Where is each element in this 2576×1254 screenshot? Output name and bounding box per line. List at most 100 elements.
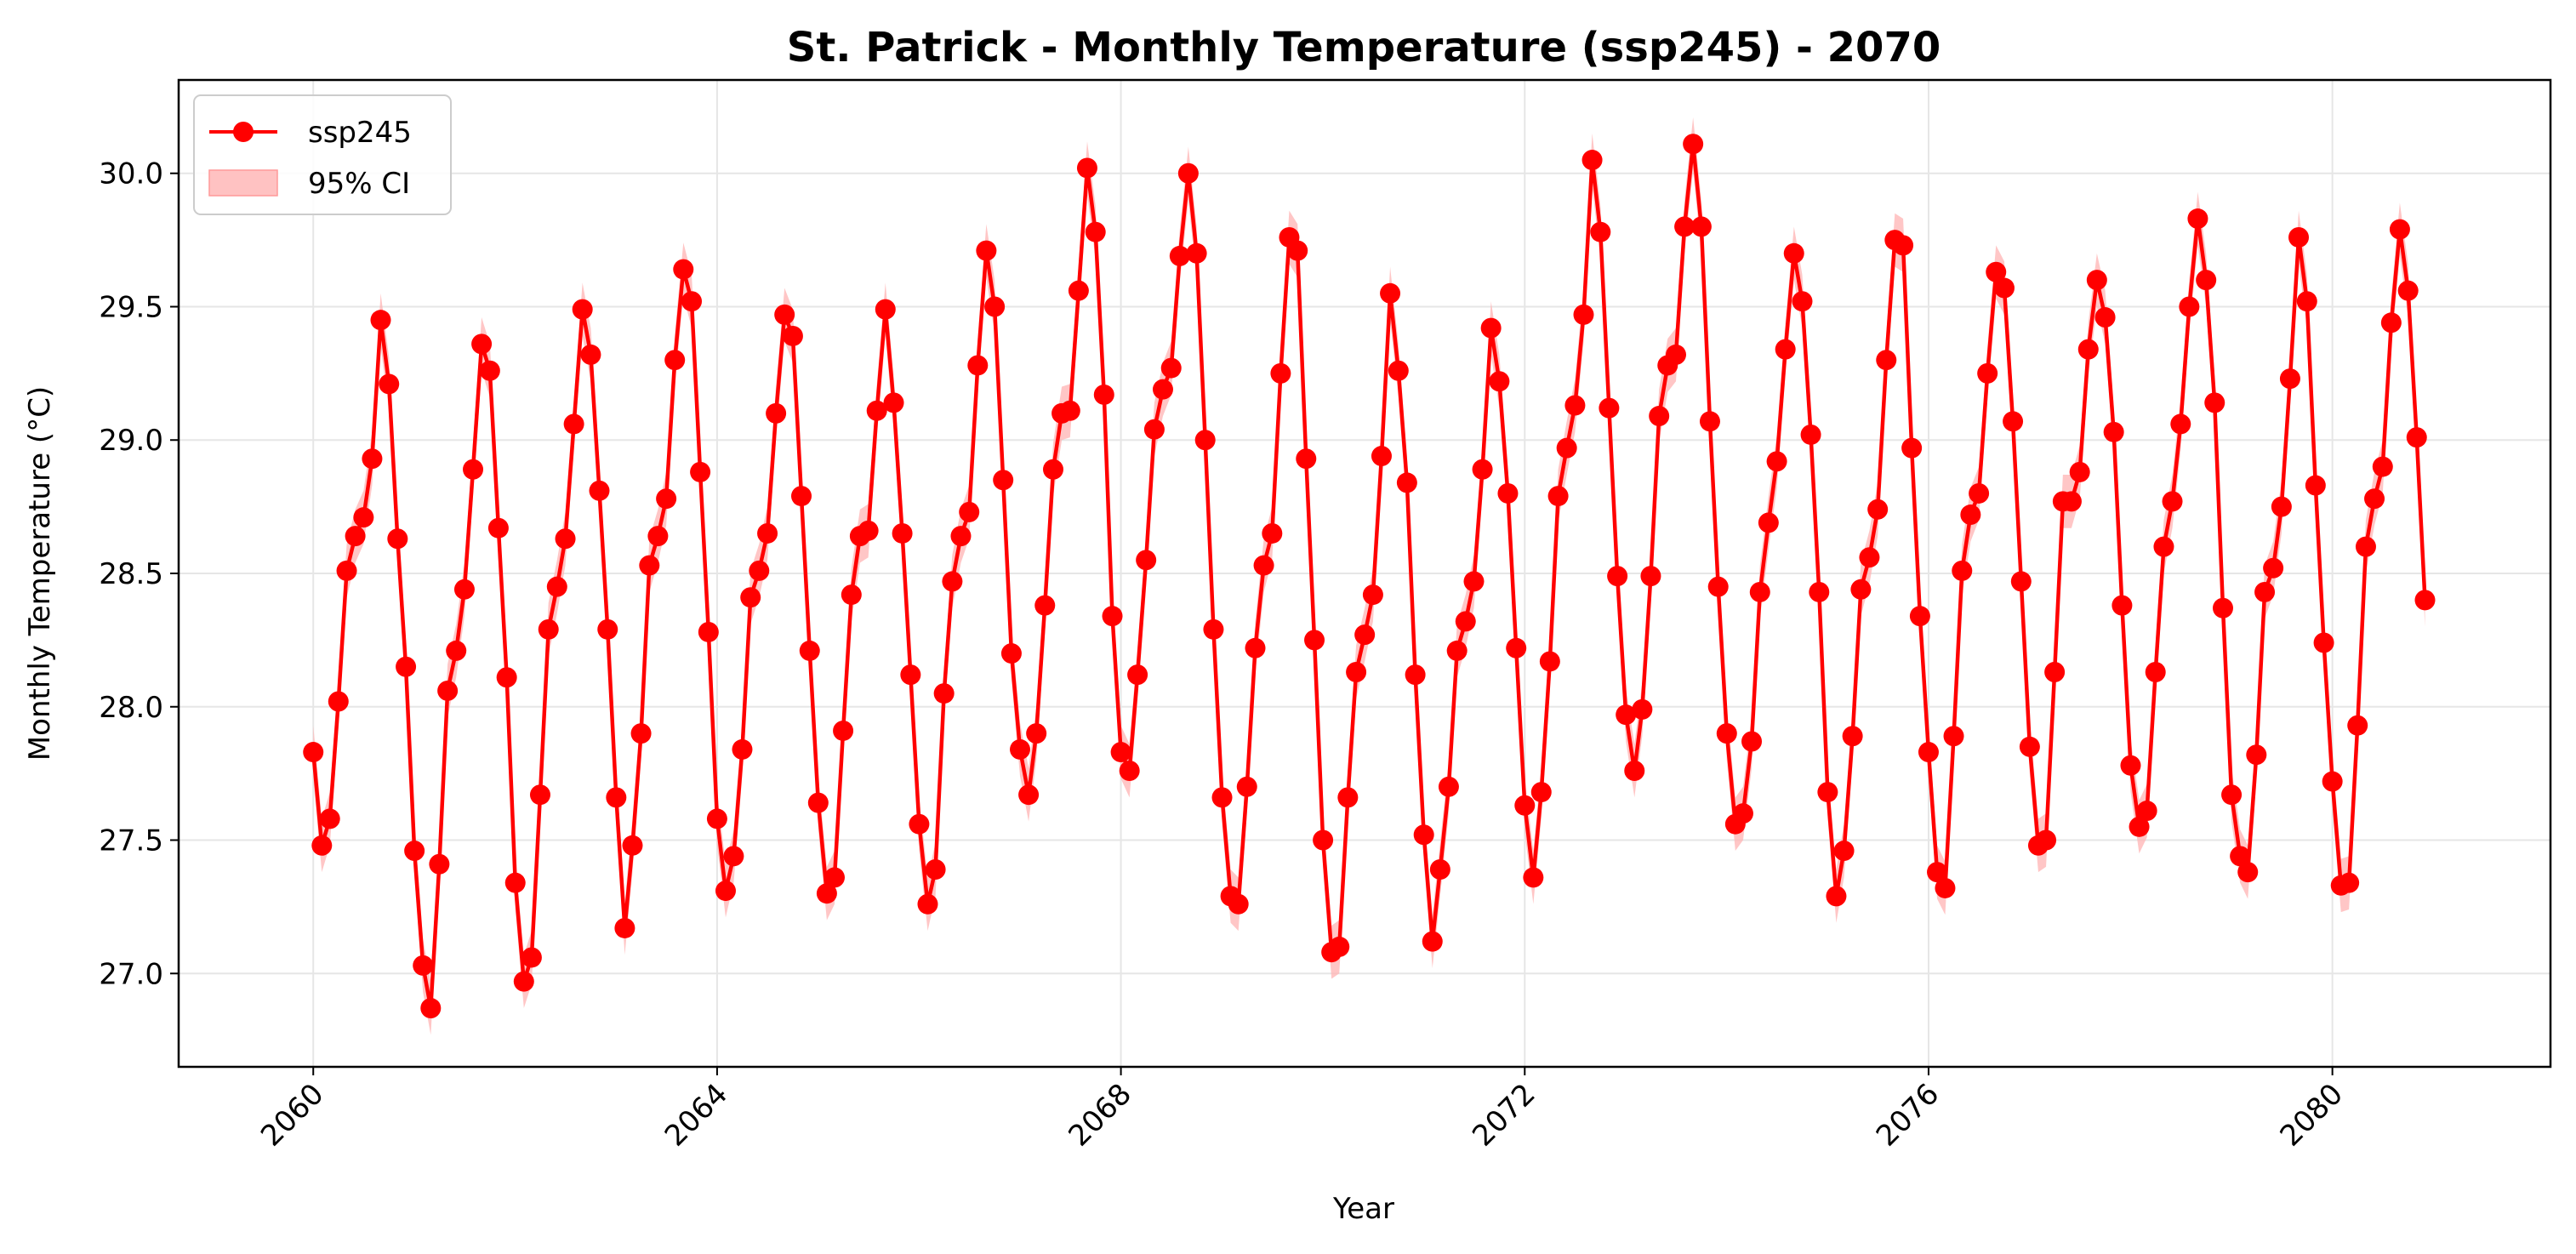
data-point [740, 587, 761, 608]
data-point [1699, 411, 1720, 432]
data-point [791, 486, 812, 507]
data-point [925, 859, 946, 880]
data-point [2380, 312, 2402, 333]
legend: ssp245 95% CI [193, 94, 452, 215]
data-point [563, 413, 584, 435]
data-point [555, 528, 576, 550]
data-point [1530, 782, 1552, 803]
data-point [2254, 581, 2276, 602]
data-point [2204, 392, 2226, 413]
data-point [1110, 742, 1131, 763]
data-point [413, 955, 434, 976]
y-tick-label: 30.0 [99, 157, 163, 191]
data-point [1287, 240, 1308, 261]
data-point [1792, 291, 1813, 312]
data-point [1169, 245, 1190, 266]
data-point [1707, 576, 1729, 597]
data-point [2069, 461, 2090, 482]
data-point [1876, 350, 1897, 371]
data-point [639, 555, 660, 576]
data-point [1506, 637, 1527, 658]
data-point [749, 560, 770, 581]
y-tick-label: 29.0 [99, 424, 163, 458]
data-point [2322, 771, 2343, 792]
data-point [1599, 397, 1620, 419]
data-point [2129, 816, 2150, 837]
data-point [2145, 662, 2166, 682]
data-point [420, 998, 442, 1019]
data-point [1993, 277, 2015, 299]
data-point [538, 618, 559, 640]
data-point [1564, 395, 1586, 416]
data-point [513, 971, 534, 992]
data-point [379, 373, 400, 395]
data-point [664, 350, 686, 371]
data-point [866, 400, 887, 421]
data-point [1042, 459, 1063, 480]
data-point [993, 470, 1014, 491]
data-point [1909, 606, 1930, 627]
data-point [1573, 304, 1594, 325]
data-point [1590, 221, 1611, 242]
data-point [1059, 400, 1080, 421]
data-point [2212, 597, 2233, 618]
data-point [1313, 829, 1334, 851]
data-point [1413, 824, 1434, 846]
data-point [1842, 726, 1863, 747]
data-point [1539, 651, 1560, 672]
data-point [1809, 581, 1830, 602]
data-point [967, 355, 989, 376]
data-point [597, 618, 618, 640]
data-point [2036, 829, 2057, 851]
data-point [589, 480, 610, 501]
data-point [1783, 242, 1804, 264]
data-point [2179, 296, 2200, 317]
legend-ci-swatch [208, 169, 278, 197]
data-point [328, 691, 349, 712]
data-point [2019, 736, 2040, 757]
data-point [1262, 522, 1283, 544]
data-point [463, 459, 484, 480]
data-point [362, 448, 383, 470]
data-point [1388, 360, 1409, 381]
data-point [2279, 368, 2300, 390]
data-point [1186, 242, 1207, 264]
data-point [2112, 595, 2133, 616]
data-point [1918, 742, 1939, 763]
data-point [2305, 475, 2326, 496]
data-point [1160, 357, 1182, 379]
data-point [1977, 362, 1998, 384]
data-point [1732, 803, 1753, 824]
data-point [875, 299, 896, 320]
data-point [1177, 162, 1199, 184]
data-point [2414, 590, 2436, 611]
data-point [799, 640, 820, 661]
data-point [2196, 270, 2217, 291]
data-point [529, 784, 550, 806]
data-point [1867, 499, 1889, 520]
data-point [1556, 437, 1577, 459]
data-point [1859, 547, 1880, 568]
data-point [656, 488, 677, 510]
data-point [1666, 344, 1687, 365]
data-point [1741, 731, 1763, 752]
data-point [690, 461, 711, 482]
data-point [673, 259, 694, 280]
y-tick-label: 28.5 [99, 557, 163, 591]
data-point [487, 517, 509, 539]
data-point [2060, 491, 2082, 512]
data-point [1935, 877, 1956, 898]
data-point [2187, 208, 2208, 230]
data-point [580, 344, 601, 365]
data-point [1716, 723, 1737, 744]
data-point [1371, 446, 1392, 467]
data-point [2313, 632, 2334, 653]
data-point [404, 841, 425, 862]
data-point [396, 656, 417, 677]
data-point [1547, 486, 1569, 507]
data-point [1093, 384, 1114, 405]
data-point [1438, 776, 1459, 797]
data-point [681, 291, 703, 312]
data-point [1582, 150, 1603, 171]
data-point [2389, 219, 2410, 240]
